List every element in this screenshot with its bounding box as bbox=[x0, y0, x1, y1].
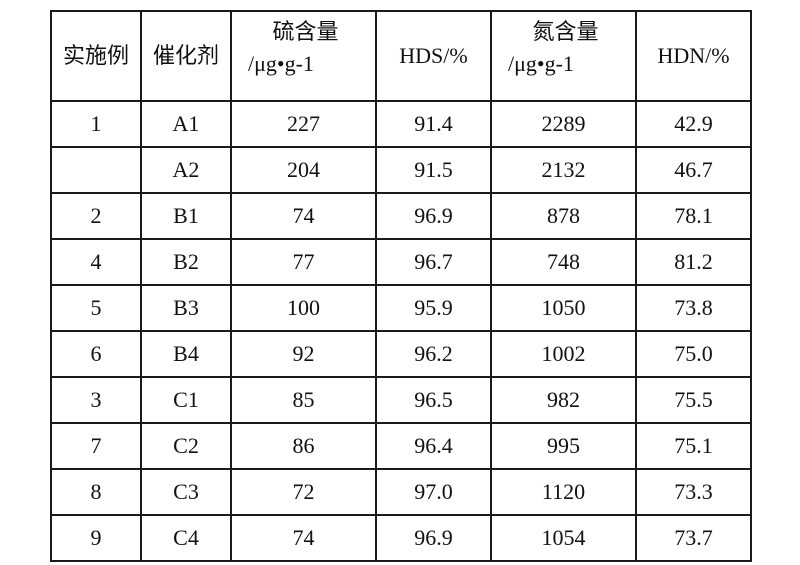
cell-hdn: 75.5 bbox=[636, 377, 751, 423]
cell-catalyst: C4 bbox=[141, 515, 231, 561]
cell-hds: 96.7 bbox=[376, 239, 491, 285]
cell-catalyst: B3 bbox=[141, 285, 231, 331]
col-hdn: HDN/% bbox=[636, 11, 751, 101]
col-sulfur: 硫含量 /μg•g-1 bbox=[231, 11, 376, 101]
cell-catalyst: C2 bbox=[141, 423, 231, 469]
cell-sulfur: 85 bbox=[231, 377, 376, 423]
cell-sulfur: 74 bbox=[231, 515, 376, 561]
cell-sulfur: 227 bbox=[231, 101, 376, 147]
cell-hds: 91.5 bbox=[376, 147, 491, 193]
cell-nitrogen: 1120 bbox=[491, 469, 636, 515]
col-hdn-label: HDN/% bbox=[637, 16, 750, 96]
table-row: 7 C2 86 96.4 995 75.1 bbox=[51, 423, 751, 469]
cell-example bbox=[51, 147, 141, 193]
table-row: 3 C1 85 96.5 982 75.5 bbox=[51, 377, 751, 423]
cell-hds: 97.0 bbox=[376, 469, 491, 515]
table-row: 1 A1 227 91.4 2289 42.9 bbox=[51, 101, 751, 147]
col-nitrogen-label-1: 氮含量 bbox=[506, 16, 625, 48]
col-example: 实施例 bbox=[51, 11, 141, 101]
cell-example: 5 bbox=[51, 285, 141, 331]
cell-catalyst: A2 bbox=[141, 147, 231, 193]
table-header-row: 实施例 催化剂 硫含量 /μg•g-1 HDS/% 氮含量 /μg•g-1 bbox=[51, 11, 751, 101]
cell-hds: 95.9 bbox=[376, 285, 491, 331]
cell-example: 9 bbox=[51, 515, 141, 561]
cell-hds: 96.4 bbox=[376, 423, 491, 469]
cell-hds: 91.4 bbox=[376, 101, 491, 147]
col-sulfur-label-2: /μg•g-1 bbox=[246, 48, 365, 80]
table-row: 4 B2 77 96.7 748 81.2 bbox=[51, 239, 751, 285]
cell-hdn: 75.1 bbox=[636, 423, 751, 469]
cell-sulfur: 204 bbox=[231, 147, 376, 193]
cell-example: 2 bbox=[51, 193, 141, 239]
col-sulfur-label-1: 硫含量 bbox=[246, 16, 365, 48]
table-row: 6 B4 92 96.2 1002 75.0 bbox=[51, 331, 751, 377]
cell-example: 4 bbox=[51, 239, 141, 285]
table-row: 2 B1 74 96.9 878 78.1 bbox=[51, 193, 751, 239]
table-row: 5 B3 100 95.9 1050 73.8 bbox=[51, 285, 751, 331]
data-table: 实施例 催化剂 硫含量 /μg•g-1 HDS/% 氮含量 /μg•g-1 bbox=[50, 10, 752, 562]
cell-nitrogen: 995 bbox=[491, 423, 636, 469]
cell-hds: 96.2 bbox=[376, 331, 491, 377]
cell-hdn: 73.7 bbox=[636, 515, 751, 561]
col-hds-label: HDS/% bbox=[377, 16, 490, 96]
cell-hdn: 75.0 bbox=[636, 331, 751, 377]
table-row: A2 204 91.5 2132 46.7 bbox=[51, 147, 751, 193]
col-catalyst: 催化剂 bbox=[141, 11, 231, 101]
cell-hdn: 73.3 bbox=[636, 469, 751, 515]
cell-nitrogen: 982 bbox=[491, 377, 636, 423]
cell-catalyst: A1 bbox=[141, 101, 231, 147]
cell-nitrogen: 1054 bbox=[491, 515, 636, 561]
cell-sulfur: 86 bbox=[231, 423, 376, 469]
cell-hds: 96.9 bbox=[376, 515, 491, 561]
cell-example: 8 bbox=[51, 469, 141, 515]
cell-hds: 96.9 bbox=[376, 193, 491, 239]
cell-catalyst: B4 bbox=[141, 331, 231, 377]
cell-nitrogen: 1002 bbox=[491, 331, 636, 377]
col-catalyst-label: 催化剂 bbox=[142, 16, 230, 96]
cell-hdn: 42.9 bbox=[636, 101, 751, 147]
cell-catalyst: B1 bbox=[141, 193, 231, 239]
table-row: 9 C4 74 96.9 1054 73.7 bbox=[51, 515, 751, 561]
col-example-label: 实施例 bbox=[52, 16, 140, 96]
cell-nitrogen: 1050 bbox=[491, 285, 636, 331]
table-row: 8 C3 72 97.0 1120 73.3 bbox=[51, 469, 751, 515]
cell-sulfur: 100 bbox=[231, 285, 376, 331]
cell-hds: 96.5 bbox=[376, 377, 491, 423]
table-body: 1 A1 227 91.4 2289 42.9 A2 204 91.5 2132… bbox=[51, 101, 751, 561]
cell-example: 1 bbox=[51, 101, 141, 147]
cell-sulfur: 92 bbox=[231, 331, 376, 377]
cell-example: 3 bbox=[51, 377, 141, 423]
col-nitrogen: 氮含量 /μg•g-1 bbox=[491, 11, 636, 101]
cell-sulfur: 77 bbox=[231, 239, 376, 285]
cell-catalyst: C1 bbox=[141, 377, 231, 423]
cell-catalyst: B2 bbox=[141, 239, 231, 285]
cell-example: 6 bbox=[51, 331, 141, 377]
cell-catalyst: C3 bbox=[141, 469, 231, 515]
cell-example: 7 bbox=[51, 423, 141, 469]
col-nitrogen-label-2: /μg•g-1 bbox=[506, 48, 625, 80]
cell-nitrogen: 878 bbox=[491, 193, 636, 239]
cell-nitrogen: 2132 bbox=[491, 147, 636, 193]
cell-nitrogen: 2289 bbox=[491, 101, 636, 147]
cell-sulfur: 74 bbox=[231, 193, 376, 239]
cell-hdn: 46.7 bbox=[636, 147, 751, 193]
cell-hdn: 78.1 bbox=[636, 193, 751, 239]
col-hds: HDS/% bbox=[376, 11, 491, 101]
cell-hdn: 81.2 bbox=[636, 239, 751, 285]
cell-nitrogen: 748 bbox=[491, 239, 636, 285]
cell-hdn: 73.8 bbox=[636, 285, 751, 331]
cell-sulfur: 72 bbox=[231, 469, 376, 515]
